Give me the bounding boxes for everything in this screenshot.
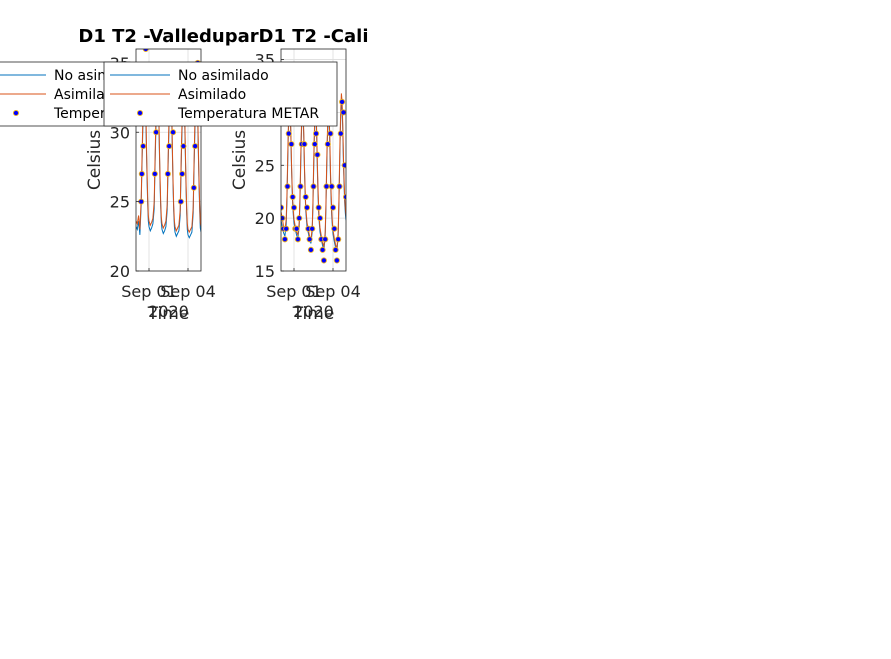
metar-point [322, 236, 329, 243]
x-tick-label: Sep 04 [305, 282, 361, 301]
x-axis-label: Time [292, 304, 335, 324]
legend-entry-label: Asimilado [178, 87, 246, 103]
y-tick-label: 15 [255, 262, 275, 281]
metar-point [319, 246, 326, 253]
metar-point [309, 225, 316, 232]
metar-point [331, 225, 338, 232]
y-tick-label: 20 [110, 262, 130, 281]
metar-point [332, 246, 339, 253]
metar-point [166, 143, 173, 150]
metar-point [337, 130, 344, 137]
metar-point [297, 183, 304, 190]
metar-point [335, 236, 342, 243]
metar-point [313, 130, 320, 137]
metar-point [302, 193, 309, 201]
chart-title: D1 T2 -Cali [259, 26, 369, 47]
metar-point [311, 141, 318, 148]
legend-2: No asimilado Asimilado Temperatura METAR [103, 61, 338, 127]
metar-point [283, 225, 290, 232]
metar-point [151, 170, 158, 177]
y-tick-label: 25 [110, 193, 130, 212]
metar-point [169, 129, 177, 136]
y-tick-label: 25 [255, 156, 275, 175]
metar-point [180, 143, 187, 150]
metar-point [301, 141, 308, 148]
metar-point [315, 204, 322, 211]
metar-point [339, 98, 346, 105]
metar-point [320, 257, 327, 264]
metar-point [294, 236, 301, 243]
y-axis-label: Celsius [230, 130, 250, 190]
metar-point [328, 183, 335, 190]
metar-point [289, 193, 296, 201]
metar-point [323, 183, 330, 190]
x-date-label: 2020 [148, 302, 189, 321]
x-tick-label: Sep 01 [121, 282, 177, 301]
y-tick-label: 30 [110, 123, 130, 142]
metar-point [310, 183, 317, 190]
metar-point [281, 236, 288, 243]
legend-marker-swatch [136, 109, 144, 117]
metar-point [316, 215, 324, 222]
metar-point [190, 184, 197, 191]
metar-point [164, 170, 171, 177]
chart-title: D1 T2 -Valledupar [78, 26, 258, 47]
metar-point [293, 225, 300, 232]
x-tick-label: Sep 01 [266, 282, 322, 301]
x-axis-label: Time [147, 304, 190, 324]
metar-point [285, 130, 292, 137]
legend-entry-label: No asimilado [178, 68, 269, 84]
axes-box [135, 48, 202, 272]
metar-point [138, 198, 145, 205]
metar-point [153, 129, 160, 136]
metar-point [284, 183, 291, 190]
metar-point [290, 204, 298, 211]
metar-point [329, 204, 337, 211]
legend-entry-label: Temperatura METAR [177, 106, 319, 122]
metar-point [327, 130, 334, 137]
axes-box [280, 48, 347, 272]
metar-point [333, 257, 340, 264]
metar-point [307, 246, 314, 253]
metar-point [138, 170, 145, 177]
metar-point [179, 170, 186, 177]
metar-point [177, 198, 184, 205]
metar-point [303, 204, 311, 211]
y-tick-label: 20 [255, 209, 275, 228]
x-tick-label: Sep 04 [160, 282, 216, 301]
metar-point [306, 236, 313, 243]
metar-point [281, 204, 285, 211]
metar-point [324, 141, 331, 148]
metar-point [140, 143, 147, 150]
metar-point [192, 143, 199, 150]
x-date-label: 2020 [293, 302, 334, 321]
metar-point [336, 183, 343, 190]
metar-point [341, 162, 346, 169]
metar-point [340, 109, 346, 116]
metar-point [296, 215, 303, 222]
y-axis-label: Celsius [85, 130, 105, 190]
metar-point [314, 151, 321, 158]
legend-marker-swatch [12, 109, 20, 117]
metar-point [288, 141, 295, 148]
